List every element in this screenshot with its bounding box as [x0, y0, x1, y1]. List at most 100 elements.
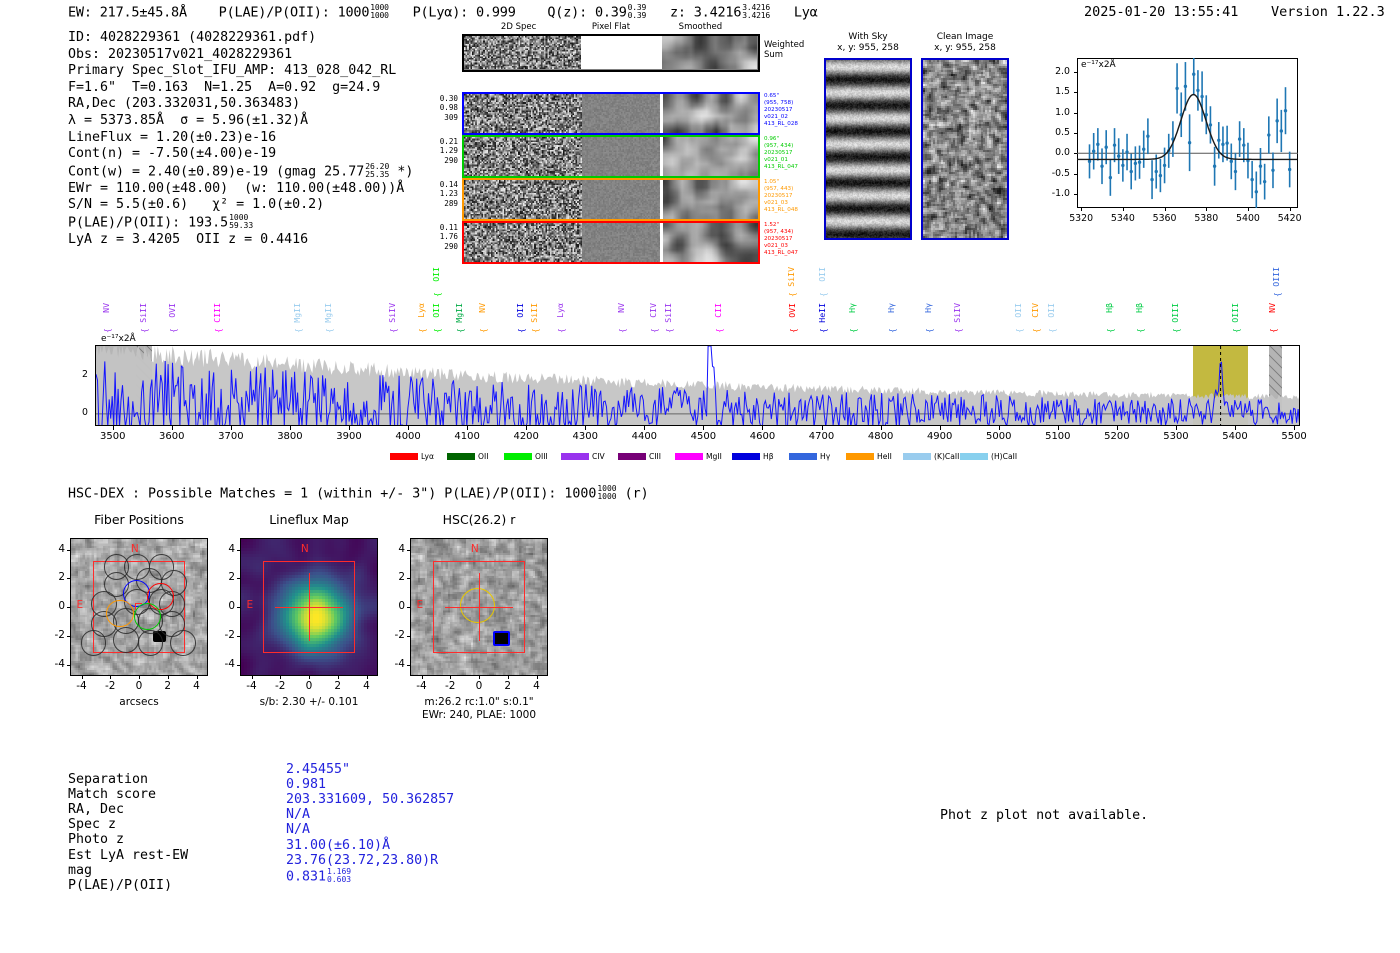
- emission-line-brace: {: [887, 328, 898, 333]
- emission-line-brace: {: [293, 328, 303, 333]
- montage-row-stats: 0.14 1.23 289: [439, 180, 458, 208]
- cutout-caption2-2: EWr: 240, PLAE: 1000: [421, 709, 537, 721]
- montage-strip: [462, 92, 760, 135]
- spectrum-xtick: 3800: [277, 431, 303, 442]
- legend-swatch: [561, 453, 589, 460]
- emission-line-label: OII: [1045, 303, 1056, 318]
- legend-label: CIII: [649, 452, 662, 461]
- table-value: 0.831 1.169 0.603: [286, 866, 352, 885]
- cutout-ytick: -2: [394, 628, 405, 641]
- twod-spec-montage: 2D Spec Pixel Flat Smoothed Weighted Sum 0.30…: [440, 22, 804, 264]
- cutout-xtick: -4: [76, 680, 87, 692]
- cutout-title-1: Lineflux Map: [269, 512, 349, 527]
- info-plae: P(LAE)/P(OII): 193.5 1000 59.33: [68, 212, 254, 231]
- compass-north: N: [470, 543, 479, 556]
- montage-strip: [462, 178, 760, 221]
- spectrum-ytick: 0: [82, 406, 88, 418]
- table-key: Photo z: [68, 832, 125, 848]
- montage-row-meta: 0.65" (955, 758) 20230517 v021_02 413_RL_028: [764, 93, 798, 127]
- table-value: 203.331609, 50.362857: [286, 792, 455, 808]
- cutout-ytick: 0: [228, 600, 235, 612]
- emission-line-brace: {: [1231, 328, 1242, 333]
- info-radec: RA,Dec (203.332031,50.363483): [68, 96, 301, 112]
- emission-line-brace: {: [388, 328, 399, 333]
- emission-line-label: OII: [816, 267, 827, 282]
- emission-line-brace: {: [139, 328, 150, 333]
- cutout-ytick: 2: [228, 571, 235, 584]
- emission-line-label: SiII: [662, 303, 673, 323]
- info-id: ID: 4028229361 (4028229361.pdf): [68, 30, 317, 45]
- header-qz-lo: 0.39: [627, 11, 647, 21]
- spectrum-xtick: 4600: [749, 431, 776, 442]
- emission-line-label: OII: [515, 303, 526, 318]
- fiber-circle-highlighted: [147, 582, 175, 610]
- legend-swatch: [504, 453, 532, 460]
- cutout-panels: Fiber Positions N E -4 -4 -2 -2 0 0 2 2 4 4 arcsecs Li…: [40, 508, 640, 728]
- emission-line-brace: {: [923, 328, 934, 333]
- cutout-ytick: 0: [398, 600, 405, 612]
- emission-line-brace: {: [432, 292, 443, 297]
- header-timestamp-block: 2025-01-20 13:55:41 Version 1.22.3: [1084, 4, 1385, 20]
- legend-label: (K)CaII: [934, 452, 960, 461]
- cutout-xtick: 2: [504, 680, 512, 692]
- fit-ytick: 0.5: [1055, 127, 1070, 138]
- info-sn: S/N = 5.5(±0.6) χ² = 1.0(±0.2): [68, 197, 325, 213]
- spectrum-xtick: 3600: [159, 431, 185, 442]
- line-fit-plot: e⁻¹⁷x2Å -1.0 -0.5 0.0 0.5 1.0 1.5 2.0 5320 5340 53…: [1037, 52, 1302, 230]
- emission-line-brace: {: [1013, 328, 1024, 333]
- legend-label: Hβ: [763, 452, 774, 461]
- fiber-circle: [170, 630, 197, 656]
- legend-label: (H)CaII: [991, 452, 1018, 461]
- cutout-xtick: 2: [164, 680, 172, 692]
- compass-east: E: [416, 598, 424, 611]
- line-fit-axes: [1077, 58, 1298, 208]
- fit-ytick: 1.5: [1055, 86, 1070, 98]
- legend-label: OIII: [535, 452, 548, 461]
- info-z: LyA z = 3.4205 OII z = 0.4416: [68, 231, 309, 247]
- source-info-block: ID: 4028229361 (4028229361.pdf) Obs: 202…: [68, 30, 413, 249]
- montage-row-meta: 1.05" (957, 443) 20230517 v021_03 413_RL_048: [764, 179, 798, 213]
- emission-line-label: OII: [431, 303, 442, 318]
- cutout-xtick: 2: [334, 680, 342, 692]
- spectrum-xtick: 5400: [1222, 431, 1248, 442]
- emission-line-brace: {: [616, 328, 627, 333]
- fit-xtick: 5340: [1110, 213, 1135, 224]
- cutout-xtick: 0: [305, 680, 313, 692]
- fiber-circle-highlighted: [133, 602, 161, 631]
- photz-note: Phot z plot not available.: [940, 808, 1149, 823]
- montage-row-meta: 0.96" (957, 434) 20230517 v021_01 413_RL_047: [764, 136, 798, 170]
- header-summary-line: EW: 217.5±45.8Å P(LAE)/P(OII): 1000 1000 1…: [68, 3, 818, 21]
- cutout-ytick: 2: [398, 571, 405, 584]
- emission-line-label: CIII: [211, 303, 222, 323]
- legend-label: MgII: [706, 452, 722, 461]
- emission-line-label: OIII: [1271, 267, 1282, 287]
- emission-line-label: Hγ: [886, 303, 897, 313]
- spectrum-unit-annotation: e⁻¹⁷x2Å: [101, 334, 136, 344]
- cutout-ytick: -4: [54, 657, 65, 670]
- fit-xtick: 5420: [1277, 213, 1302, 224]
- spectrum-xtick: 5200: [1104, 431, 1130, 442]
- emission-line-label: Lyα: [416, 303, 427, 318]
- spectrum-xtick: 4700: [808, 431, 835, 442]
- emission-line-label: SiIV: [387, 303, 398, 323]
- cutout-xtick: -2: [445, 680, 456, 692]
- emission-line-label: Lyα: [555, 303, 566, 318]
- emission-line-label: OIII: [1169, 303, 1180, 323]
- full-spectrum-plot: e⁻¹⁷x2Å 0 2 3500 3600 3700 3800 3900 4000 4100 420…: [60, 267, 1340, 475]
- emission-line-label: MgII: [292, 303, 302, 323]
- emission-line-label: Hβ: [1133, 303, 1144, 313]
- emission-line-brace: {: [516, 328, 527, 333]
- cutout-caption1-1: s/b: 2.30 +/- 0.101: [259, 696, 359, 708]
- cutout-xtick: 4: [193, 680, 200, 692]
- cutout-ytick: 4: [398, 542, 405, 555]
- cutout-ytick: 4: [58, 542, 65, 555]
- emission-line-label: Hβ: [1103, 303, 1114, 313]
- legend-swatch: [846, 453, 874, 460]
- flux-unit-annotation: e⁻¹⁷x2Å: [1081, 60, 1116, 70]
- aperture-circle: [459, 587, 496, 624]
- emission-line-brace: {: [556, 328, 567, 333]
- fiber-circle: [148, 553, 175, 580]
- emission-line-label: SiIV: [952, 303, 963, 323]
- emission-line-label: CIV: [648, 303, 659, 318]
- emission-line-brace: {: [212, 328, 223, 333]
